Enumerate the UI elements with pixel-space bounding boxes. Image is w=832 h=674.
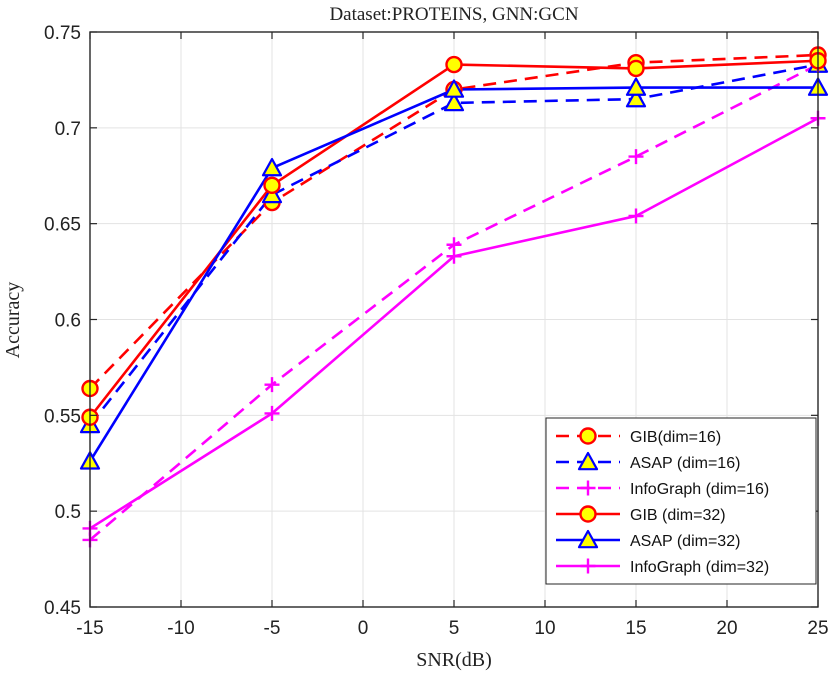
x-tick-label: 15 (625, 618, 646, 639)
data-point-infograph-dim-32 (628, 208, 644, 224)
x-tick-label: 20 (716, 618, 737, 639)
x-tick-label: 25 (807, 618, 828, 639)
legend-label-infograph-dim-16: InfoGraph (dim=16) (630, 481, 769, 498)
y-tick-label: 0.5 (55, 502, 81, 523)
y-tick-label: 0.75 (44, 23, 81, 44)
legend-label-gib-dim-16: GIB(dim=16) (630, 429, 721, 446)
y-tick-label: 0.6 (55, 311, 81, 332)
x-tick-label: -5 (264, 618, 281, 639)
data-point-gib-dim-32 (263, 176, 281, 195)
legend-box (545, 417, 817, 585)
legend-marker-infograph-dim-32 (580, 558, 596, 574)
data-point-infograph-dim-32 (264, 405, 280, 421)
y-axis-label: Accuracy (2, 282, 24, 359)
legend-label-infograph-dim-32: InfoGraph (dim=32) (630, 559, 769, 576)
data-point-asap-dim-16 (625, 88, 647, 108)
data-point-gib-dim-32 (445, 55, 463, 74)
legend-marker-infograph-dim-16 (580, 480, 596, 496)
data-point-asap-dim-32 (443, 79, 465, 98)
x-axis-label: SNR(dB) (416, 649, 492, 671)
legend-label-gib-dim-32: GIB (dim=32) (630, 507, 726, 524)
axis-ticks: -15 -10 -5 0 5 10 15 20 25 0.45 0.5 0.55 0.6 0.65 0.7 0… (44, 23, 829, 639)
legend-marker-asap-dim-32 (577, 529, 599, 549)
legend-marker-asap-dim-16 (577, 451, 599, 471)
data-point-asap-dim-32 (261, 157, 283, 177)
x-tick-label: 0 (358, 618, 369, 639)
x-tick-label: -15 (76, 618, 103, 639)
legend-marker-gib-dim-32 (579, 505, 597, 523)
y-tick-label: 0.55 (44, 406, 81, 427)
legend: GIB(dim=16) ASAP (dim=16) InfoGraph (dim=1… (545, 417, 817, 585)
data-point-asap-dim-32 (625, 77, 647, 96)
legend-marker-gib-dim-16 (579, 427, 597, 445)
y-tick-label: 0.45 (44, 598, 81, 619)
x-tick-label: 10 (534, 618, 555, 639)
data-point-infograph-dim-16 (628, 149, 644, 165)
chart-title: Dataset:PROTEINS, GNN:GCN (329, 4, 578, 25)
data-point-asap-dim-16 (443, 92, 465, 112)
legend-label-asap-dim-32: ASAP (dim=32) (630, 533, 740, 550)
legend-label-asap-dim-16: ASAP (dim=16) (630, 455, 740, 472)
data-point-infograph-dim-32 (446, 248, 462, 264)
y-tick-label: 0.65 (44, 215, 81, 236)
x-tick-label: -10 (167, 618, 194, 639)
data-point-gib-dim-32 (627, 59, 645, 78)
data-point-infograph-dim-16 (264, 377, 280, 393)
y-tick-label: 0.7 (55, 119, 81, 140)
x-tick-label: 5 (449, 618, 460, 639)
